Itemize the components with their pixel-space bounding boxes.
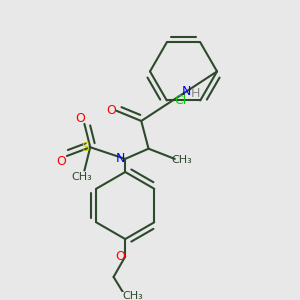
Text: N: N (182, 85, 191, 98)
Text: CH₃: CH₃ (172, 155, 192, 165)
Text: O: O (106, 104, 116, 117)
Text: O: O (56, 155, 66, 168)
Text: Cl: Cl (174, 94, 186, 107)
Text: O: O (75, 112, 85, 125)
Text: CH₃: CH₃ (71, 172, 92, 182)
Text: S: S (81, 141, 89, 154)
Text: N: N (115, 152, 125, 165)
Text: H: H (191, 87, 200, 100)
Text: O: O (115, 250, 125, 263)
Text: CH₃: CH₃ (122, 291, 143, 300)
